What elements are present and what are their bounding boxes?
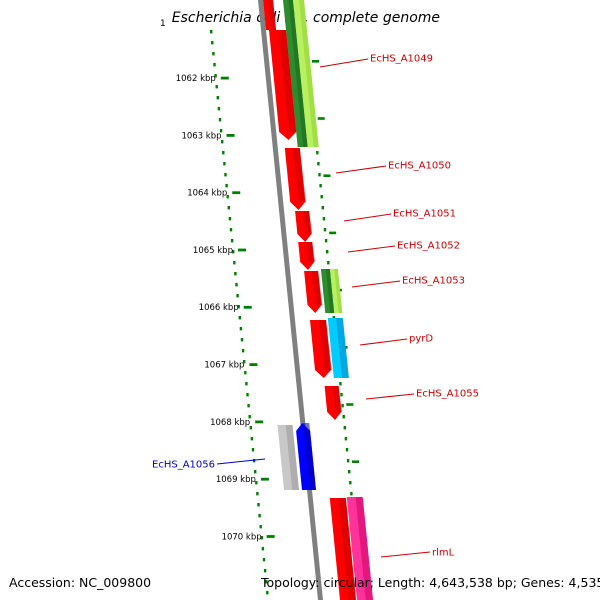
gene-label-text: EcHS_A1055	[416, 389, 479, 400]
genome-title: Escherichia coli HS, complete genome	[171, 10, 441, 26]
kbp-tick-mark	[249, 363, 258, 366]
accession-text: Accession: NC_009800	[9, 575, 152, 590]
gene-feature	[304, 271, 323, 313]
gene-feature	[320, 269, 335, 313]
gene-feature	[296, 423, 316, 490]
kbp-tick-label: 1070 kbp	[222, 532, 262, 542]
gene-feature	[293, 0, 319, 147]
gene-label-leader	[359, 338, 408, 346]
kbp-tick-label: 1066 kbp	[199, 303, 239, 313]
kbp-tick-label: 1064 kbp	[187, 189, 227, 199]
gene-feature	[277, 425, 299, 490]
kbp-tick-label: 1062 kbp	[176, 74, 216, 84]
kbp-tick: 1063 kbp	[181, 131, 235, 141]
gene-label-leader	[351, 280, 401, 288]
gene-label-leader	[343, 213, 392, 222]
gene-label-leader	[365, 393, 415, 400]
kbp-tick: 1062 kbp	[176, 74, 229, 84]
gene-feature	[324, 386, 342, 420]
gene-label-leader	[347, 245, 396, 253]
topology-text: Topology: circular; Length: 4,643,538 bp…	[261, 575, 600, 590]
ruler-track-outer	[210, 30, 269, 595]
gene-label-text: EcHS_A1053	[402, 276, 465, 287]
gene-labels: EcHS_A1049 EcHS_A1050 EcHS_A1051 EcHS_A1052…	[152, 54, 479, 559]
kbp-tick: 1066 kbp	[199, 303, 252, 313]
gene-feature	[327, 318, 349, 378]
gene-label-leader	[319, 58, 369, 68]
kbp-tick-label: 1067 kbp	[204, 361, 244, 371]
map-title: 1 Escherichia coli HS, complete genome	[160, 10, 440, 29]
kbp-tick: 1064 kbp	[187, 189, 241, 199]
gene-label-leader	[335, 165, 387, 174]
sequence-start-marker: 1	[160, 19, 166, 29]
kbp-tick-mark	[226, 134, 235, 137]
gene-label: EcHS_A1055	[365, 389, 479, 400]
gene-features	[258, 0, 373, 600]
gene-label-text: rlmL	[432, 548, 455, 559]
kbp-tick-mark	[243, 305, 252, 309]
kbp-tick-mark	[220, 76, 229, 80]
kbp-tick-mark	[266, 535, 275, 538]
gene-label-leader	[380, 551, 431, 558]
kbp-tick-mark	[255, 420, 264, 424]
gene-label: pyrD	[359, 334, 433, 346]
kbp-tick: 1065 kbp	[193, 246, 246, 256]
gene-label-text: EcHS_A1051	[393, 209, 456, 220]
gene-feature	[283, 0, 308, 147]
gene-feature	[329, 498, 356, 600]
kbp-tick-mark	[232, 191, 241, 195]
kbp-tick: 1067 kbp	[204, 361, 258, 371]
kbp-tick: 1069 kbp	[216, 475, 269, 485]
gene-feature	[298, 242, 315, 270]
gene-label-leader	[216, 458, 266, 465]
gene-feature	[346, 497, 373, 600]
gene-label: rlmL	[380, 548, 455, 559]
gene-label-text: EcHS_A1050	[388, 161, 451, 172]
gene-feature	[269, 30, 297, 140]
kbp-tick-label: 1065 kbp	[193, 246, 233, 256]
kbp-tick: 1068 kbp	[210, 418, 264, 428]
kbp-tick-mark	[237, 248, 246, 252]
gene-feature	[263, 0, 276, 30]
gene-label: EcHS_A1056	[152, 458, 266, 471]
gene-feature	[295, 211, 313, 242]
gene-label-text: EcHS_A1049	[370, 54, 433, 65]
gene-label: EcHS_A1049	[319, 54, 433, 68]
gene-label: EcHS_A1053	[351, 276, 465, 288]
kbp-tick-label: 1068 kbp	[210, 418, 250, 428]
gene-label: EcHS_A1050	[335, 161, 451, 174]
gene-label-text: pyrD	[409, 334, 433, 345]
kbp-tick-label: 1069 kbp	[216, 475, 256, 485]
gene-label: EcHS_A1051	[343, 209, 456, 222]
gene-feature	[329, 269, 343, 313]
gene-label-text: EcHS_A1056	[152, 460, 215, 471]
gene-feature	[284, 148, 306, 210]
kbp-tick-mark	[260, 477, 269, 481]
kbp-tick: 1070 kbp	[222, 532, 275, 542]
gene-label-text: EcHS_A1052	[397, 241, 460, 252]
gene-feature	[310, 320, 332, 378]
kbp-tick-label: 1063 kbp	[181, 131, 221, 141]
gene-label: EcHS_A1052	[347, 241, 460, 253]
